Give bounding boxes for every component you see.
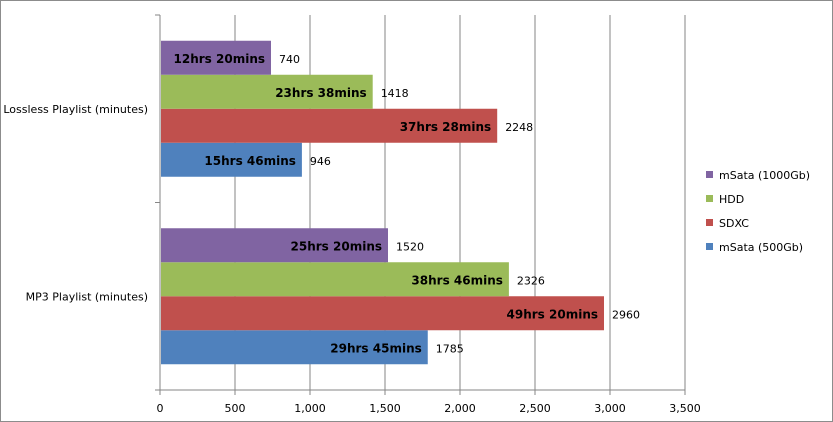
x-tick-label: 0 — [157, 402, 164, 415]
bar — [161, 74, 373, 109]
legend-label: mSata (1000Gb) — [719, 169, 810, 182]
legend-swatch — [706, 243, 713, 250]
bar-inner-label: 37hrs 28mins — [400, 120, 491, 134]
bar — [161, 40, 271, 75]
bar-inner-label: 29hrs 45mins — [330, 341, 421, 355]
x-tick-label: 2,500 — [519, 402, 551, 415]
bar-inner-label: 25hrs 20mins — [291, 239, 382, 253]
bar-inner-label: 23hrs 38mins — [275, 86, 366, 100]
bar-value-label: 2960 — [612, 308, 640, 321]
x-tick-label: 3,000 — [594, 402, 626, 415]
bar-value-label: 1520 — [396, 240, 424, 253]
x-tick-label: 2,000 — [444, 402, 476, 415]
bar-value-label: 2326 — [517, 274, 545, 287]
bar — [161, 228, 388, 263]
legend-swatch — [706, 195, 713, 202]
bar — [161, 262, 509, 297]
bar-inner-label: 38hrs 46mins — [411, 273, 502, 287]
x-tick-label: 3,500 — [669, 402, 701, 415]
x-tick-label: 1,000 — [294, 402, 326, 415]
bar-value-label: 2248 — [505, 121, 533, 134]
category-label: MP3 Playlist (minutes) — [26, 290, 148, 303]
bar — [161, 142, 302, 177]
bar-inner-label: 15hrs 46mins — [204, 154, 295, 168]
bar-value-label: 740 — [279, 53, 300, 66]
legend-label: mSata (500Gb) — [719, 241, 803, 254]
bar-inner-label: 12hrs 20mins — [174, 52, 265, 66]
x-tick-label: 1,500 — [369, 402, 401, 415]
legend-label: SDXC — [719, 217, 749, 230]
x-tick-label: 500 — [225, 402, 246, 415]
bar — [161, 330, 428, 365]
bar-value-label: 1418 — [381, 87, 409, 100]
bar-value-label: 946 — [310, 155, 331, 168]
legend-label: HDD — [719, 193, 744, 206]
category-label: Lossless Playlist (minutes) — [3, 103, 148, 116]
bar-value-label: 1785 — [436, 342, 464, 355]
legend-swatch — [706, 171, 713, 178]
bar — [161, 296, 604, 331]
legend-swatch — [706, 219, 713, 226]
bar-inner-label: 49hrs 20mins — [507, 307, 598, 321]
bar — [161, 108, 498, 143]
